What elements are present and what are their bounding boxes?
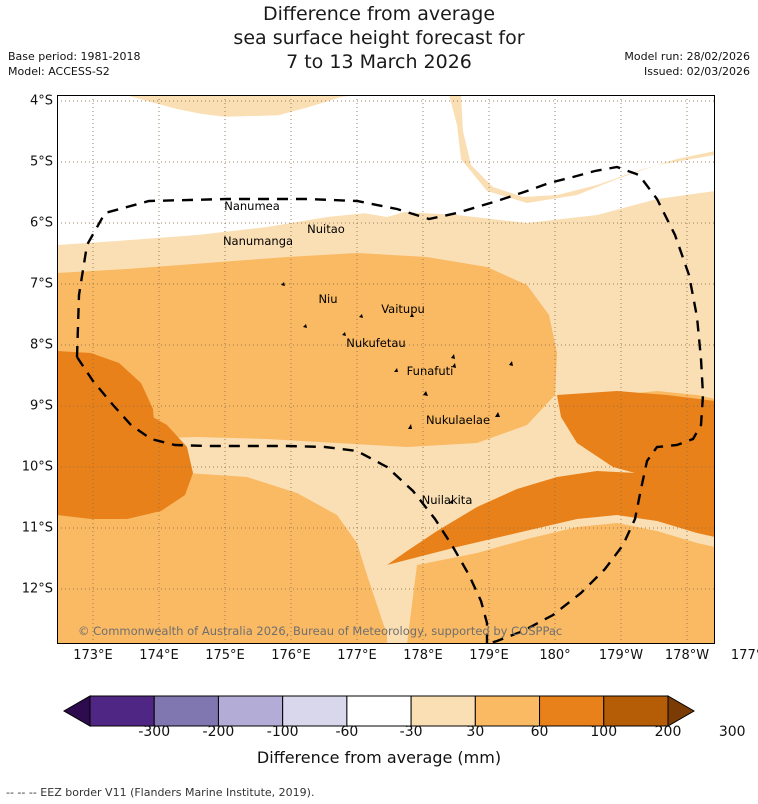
colorbar-tick-9: 300 [718,724,746,740]
colorbar-swatch-4 [346,695,412,727]
x-tick-1: 174°E [139,648,179,663]
colorbar-swatches [62,695,696,727]
contour-region-30-60-northwest [57,95,121,219]
island-label-nukulaelae: Nukulaelae [426,413,490,427]
colorbar-tick-0: -300 [138,724,171,740]
colorbar-tick-7: 100 [590,724,618,740]
eez-footer-note: -- -- -- EEZ border V11 (Flanders Marine… [6,786,315,799]
colorbar [62,694,696,734]
colorbar-swatch-6 [474,695,541,727]
metadata-right: Model run: 28/02/2026 Issued: 02/03/2026 [624,49,750,79]
colorbar-svg [62,695,696,727]
title-line-1: Difference from average [262,3,496,25]
x-tick-0: 173°E [73,648,113,663]
y-tick-0: 4°S [29,93,53,109]
colorbar-title: Difference from average (mm) [256,748,502,767]
colorbar-tick-4: -30 [399,724,423,740]
y-axis-labels: 4°S 5°S 6°S 7°S 8°S 9°S 10°S 11°S 12°S [0,93,53,644]
y-tick-4: 8°S [29,337,53,353]
x-tick-5: 178°E [403,648,443,663]
title-line-3: 7 to 13 March 2026 [286,51,472,73]
contour-region-30-60-northcentral [117,95,357,227]
colorbar-tick-3: -60 [335,724,359,740]
title-line-2: sea surface height forecast for [233,27,525,49]
contour-region-200-300-westlobe [57,399,193,519]
colorbar-arrow-low [62,695,91,727]
eez-border-path-west [76,356,489,644]
colorbar-arrow-high [667,695,696,727]
eez-border-path [75,165,705,644]
x-tick-9: 178°W [664,648,710,663]
x-tick-2: 175°E [205,648,245,663]
copyright-text: © Commonwealth of Australia 2026, Bureau… [78,624,563,638]
model-run-text: Model run: 28/02/2026 [624,50,750,63]
y-tick-2: 6°S [29,215,53,231]
colorbar-swatch-0 [89,695,155,727]
colorbar-tick-8: 200 [654,724,682,740]
y-tick-1: 5°S [29,154,53,170]
base-period-text: Base period: 1981-2018 [8,50,141,63]
colorbar-ticks: -300 -200 -100 -60 -30 30 60 100 200 300 [62,724,745,744]
map-plot-area: Nanumea Nuitao Nanumanga Niu Vaitupu Nukufeta… [57,95,715,644]
contour-region-100-200-southeast [407,523,715,644]
contour-region-200-300-eastband [557,391,715,487]
island-label-nanumea: Nanumea [224,199,280,213]
y-tick-8: 12°S [21,581,53,597]
island-markers [281,282,513,504]
contour-region-200-300-southeast [387,471,715,565]
model-text: Model: ACCESS-S2 [8,65,110,78]
island-label-nukufetau: Nukufetau [346,336,405,350]
metadata-left: Base period: 1981-2018 Model: ACCESS-S2 [8,49,140,79]
x-tick-8: 179°W [598,648,644,663]
island-label-niu: Niu [318,292,337,306]
y-tick-5: 9°S [29,398,53,414]
x-tick-6: 179°E [469,648,509,663]
x-tick-7: 180° [539,648,571,663]
x-tick-4: 177°E [337,648,377,663]
x-tick-10: 177°W [730,648,758,663]
colorbar-tick-6: 60 [530,724,549,740]
contour-region-30-60-notch [351,95,455,217]
island-label-nuitao: Nuitao [307,222,345,236]
x-axis-labels: 173°E 174°E 175°E 176°E 177°E 178°E 179°E 180° 1… [57,648,758,672]
island-label-nanumanga: Nanumanga [223,234,293,248]
map-frame [57,95,715,644]
page-title: Difference from average sea surface heig… [0,0,758,74]
colorbar-swatch-5 [410,695,476,727]
island-label-vaitupu: Vaitupu [381,302,425,316]
contour-map-svg: Nanumea Nuitao Nanumanga Niu Vaitupu Nukufeta… [57,95,715,644]
colorbar-tick-1: -200 [202,724,235,740]
colorbar-swatch-2 [217,695,284,727]
island-label-nuilakita: Nuilakita [422,493,473,507]
y-tick-7: 11°S [21,520,53,536]
contour-region-100-200-central [57,253,557,447]
colorbar-tick-5: 30 [466,724,485,740]
colorbar-swatch-3 [282,695,348,727]
y-tick-3: 7°S [29,276,53,292]
colorbar-swatch-8 [603,695,669,727]
y-tick-6: 10°S [21,459,53,475]
colorbar-swatch-1 [153,695,219,727]
issued-text: Issued: 02/03/2026 [643,65,750,78]
colorbar-tick-2: -100 [266,724,299,740]
island-labels: Nanumea Nuitao Nanumanga Niu Vaitupu Nukufeta… [223,199,490,507]
contour-region-30-60-northeast [461,95,715,197]
colorbar-swatch-7 [539,695,605,727]
island-label-funafuti: Funafuti [407,364,454,378]
x-tick-3: 176°E [271,648,311,663]
